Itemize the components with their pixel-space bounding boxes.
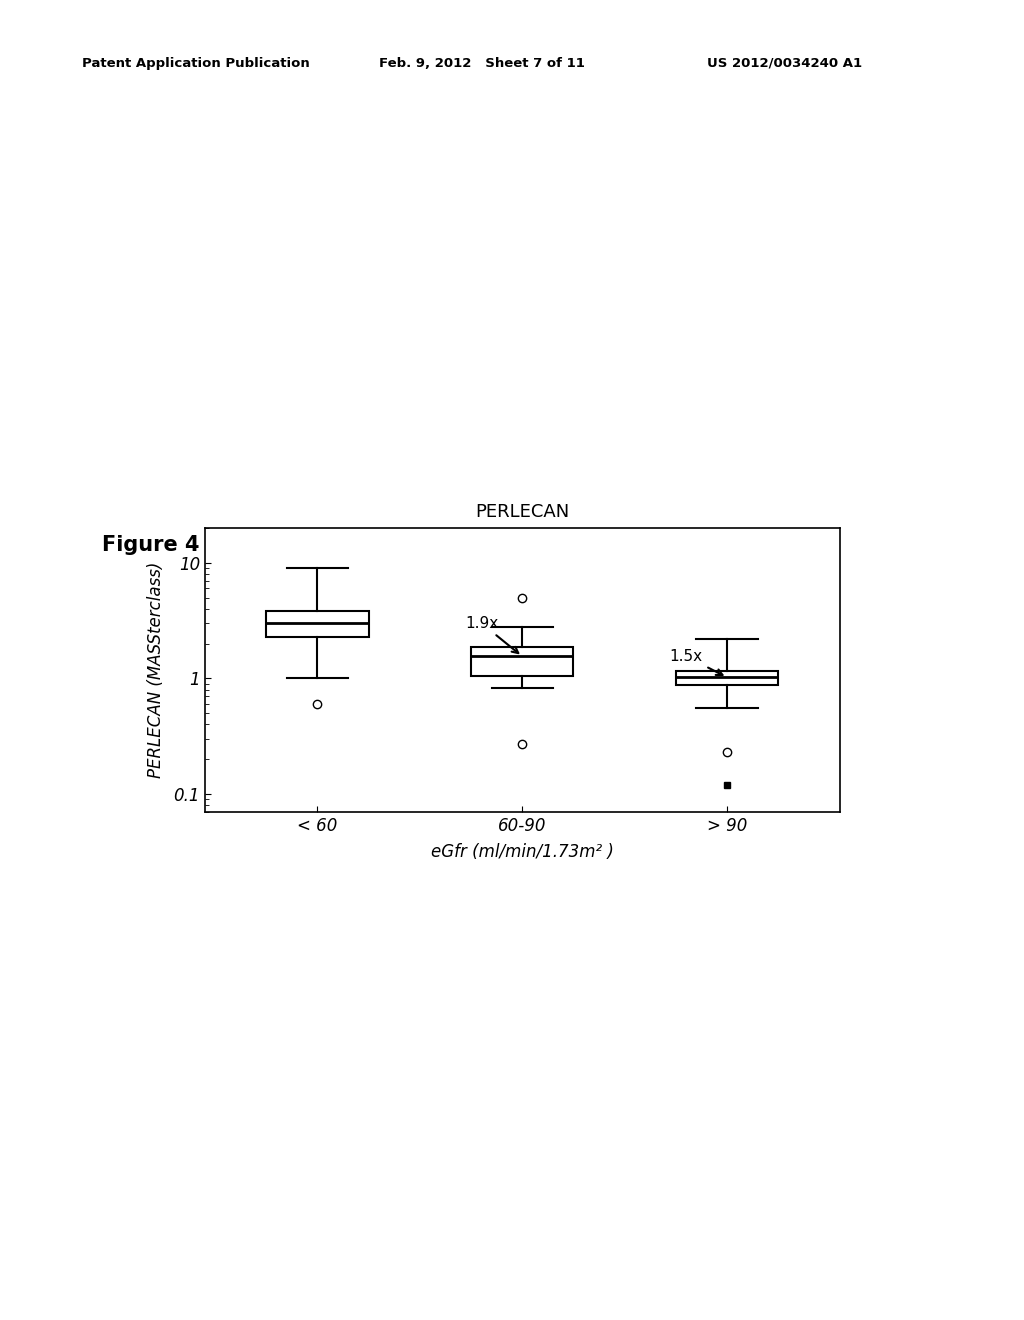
Text: Figure 4: Figure 4 xyxy=(102,535,200,554)
Title: PERLECAN: PERLECAN xyxy=(475,503,569,521)
Bar xyxy=(471,648,573,676)
Text: Patent Application Publication: Patent Application Publication xyxy=(82,57,309,70)
Text: 1.9x: 1.9x xyxy=(465,615,518,653)
Text: Feb. 9, 2012   Sheet 7 of 11: Feb. 9, 2012 Sheet 7 of 11 xyxy=(379,57,585,70)
Y-axis label: PERLECAN (MASSterclass): PERLECAN (MASSterclass) xyxy=(147,562,165,777)
Bar xyxy=(676,672,778,685)
X-axis label: eGfr (ml/min/1.73m² ): eGfr (ml/min/1.73m² ) xyxy=(431,843,613,861)
Bar xyxy=(266,611,369,636)
Text: 1.5x: 1.5x xyxy=(670,649,723,675)
Text: US 2012/0034240 A1: US 2012/0034240 A1 xyxy=(707,57,861,70)
